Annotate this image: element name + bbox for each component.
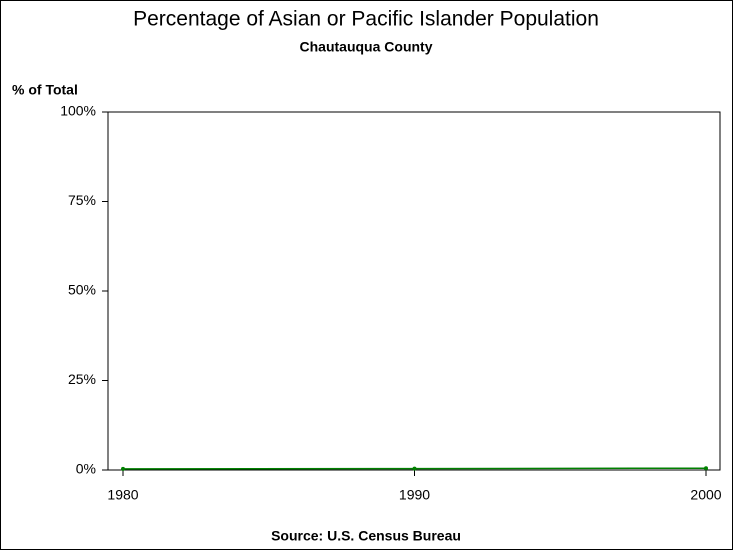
y-tick-label: 100%: [60, 103, 96, 119]
y-axis-label: % of Total: [12, 82, 78, 98]
chart-title: Percentage of Asian or Pacific Islander …: [133, 8, 599, 31]
y-tick-label: 0%: [76, 461, 96, 477]
data-point: [121, 466, 125, 471]
y-tick-label: 25%: [68, 371, 96, 387]
y-tick-label: 50%: [68, 282, 96, 298]
chart-subtitle: Chautauqua County: [300, 39, 433, 55]
source-note: Source: U.S. Census Bureau: [271, 528, 461, 544]
data-point: [704, 466, 708, 471]
x-tick-label: 1990: [399, 487, 430, 503]
x-tick-label: 2000: [690, 487, 721, 503]
data-point: [412, 466, 417, 471]
x-tick-label: 1980: [107, 487, 138, 503]
y-tick-label: 75%: [68, 192, 96, 208]
